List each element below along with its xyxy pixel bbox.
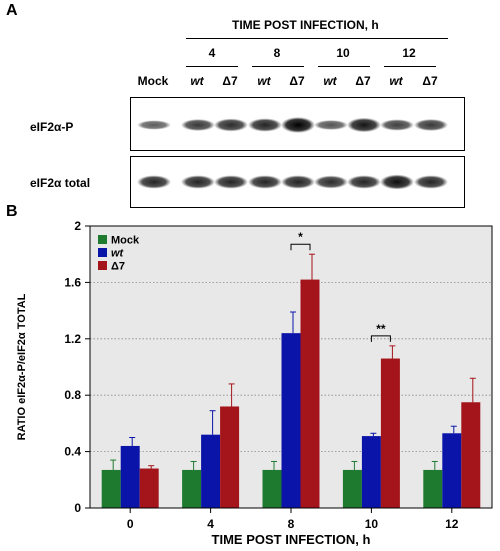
blot-phospho-bands	[137, 117, 448, 133]
blot-band	[314, 120, 348, 130]
blot-band	[181, 119, 215, 131]
y-tick-label: 0.4	[64, 445, 81, 459]
gridlines	[90, 281, 492, 453]
blot-band	[347, 117, 381, 133]
lane-label: Δ7	[222, 74, 238, 88]
timepoint-label: 4	[208, 46, 216, 60]
bars	[101, 279, 481, 508]
timepoint-label: 8	[273, 46, 281, 60]
blot-band	[380, 119, 414, 131]
x-axis-label: TIME POST INFECTION, h	[212, 532, 371, 547]
significance-mark: **	[376, 322, 386, 336]
blot-row-label-phospho: eIF2α-P	[30, 120, 74, 134]
bar	[342, 469, 362, 508]
timepoint-underline	[252, 66, 304, 67]
lane-label: wt	[389, 74, 403, 88]
plot-area	[89, 225, 493, 509]
y-axis-label: RATIO eIF2α-P/eIF2α TOTAL	[16, 293, 28, 440]
bar	[262, 469, 282, 508]
blot-band	[414, 175, 448, 189]
bar	[201, 434, 221, 508]
blot-phospho	[130, 97, 465, 151]
lane-label: wt	[190, 74, 204, 88]
y-tick-label: 0	[74, 501, 81, 515]
blot-band	[181, 175, 215, 189]
blot-band	[214, 175, 248, 189]
plot-border	[89, 225, 493, 509]
bar	[300, 279, 320, 508]
blot-total	[130, 156, 465, 208]
y-tick-label: 1.6	[64, 275, 81, 289]
blot-band	[248, 175, 282, 189]
timepoint-underline	[186, 66, 238, 67]
header-underline	[186, 38, 448, 39]
blot-band	[347, 175, 381, 189]
lane-label: wt	[257, 74, 271, 88]
timepoint-label: 12	[402, 46, 416, 60]
error-bars	[110, 253, 476, 470]
y-tick-label: 0.8	[64, 388, 81, 402]
panel-b-letter: B	[6, 203, 18, 220]
x-tick-label: 0	[127, 517, 134, 531]
y-tick-label: 1.2	[64, 332, 81, 346]
legend-label: wt	[111, 248, 125, 260]
blot-row-label-total: eIF2α total	[30, 176, 91, 190]
bar	[461, 402, 481, 508]
panel-a-header: TIME POST INFECTION, h	[232, 18, 379, 32]
x-axis: 0 4 8 10 12	[127, 508, 459, 531]
bar	[361, 436, 381, 508]
bar	[423, 469, 443, 508]
bar	[220, 406, 240, 508]
lane-label: Mock	[137, 74, 169, 88]
blot-band	[281, 117, 315, 133]
blot-band	[281, 175, 315, 189]
y-axis: 0 0.4 0.8 1.2 1.6 2	[64, 219, 90, 515]
significance-mark: *	[298, 230, 303, 244]
significance-annotations: ***	[290, 230, 391, 342]
lane-label: Δ7	[422, 74, 438, 88]
bar	[101, 469, 121, 508]
x-tick-label: 4	[207, 517, 214, 531]
lane-label: wt	[323, 74, 337, 88]
x-tick-label: 12	[445, 517, 459, 531]
legend-swatch	[98, 261, 107, 270]
blot-band	[137, 175, 171, 189]
bar	[120, 445, 140, 508]
blot-band	[137, 120, 171, 130]
blot-band	[414, 119, 448, 131]
blot-total-bands	[137, 174, 448, 190]
x-tick-label: 8	[288, 517, 295, 531]
lane-label: Δ7	[355, 74, 371, 88]
blot-band	[380, 174, 414, 190]
blot-band	[214, 118, 248, 132]
bar	[442, 433, 462, 508]
bar	[380, 358, 400, 508]
legend-label: Δ7	[111, 261, 125, 273]
lane-label: Δ7	[289, 74, 305, 88]
legend-label: Mock	[111, 235, 140, 247]
significance-bracket	[370, 335, 391, 342]
significance-bracket	[290, 243, 311, 251]
legend-swatch	[98, 248, 107, 257]
bar	[281, 333, 301, 508]
x-tick-label: 10	[365, 517, 379, 531]
bar	[182, 469, 202, 508]
timepoint-label: 10	[336, 46, 350, 60]
blot-band	[248, 118, 282, 132]
blot-band	[314, 175, 348, 189]
panel-a-letter: A	[6, 2, 18, 19]
y-tick-label: 2	[74, 219, 81, 233]
bar	[139, 468, 159, 508]
timepoint-underline	[318, 66, 370, 67]
timepoint-underline	[384, 66, 436, 67]
legend-swatch	[98, 235, 107, 244]
